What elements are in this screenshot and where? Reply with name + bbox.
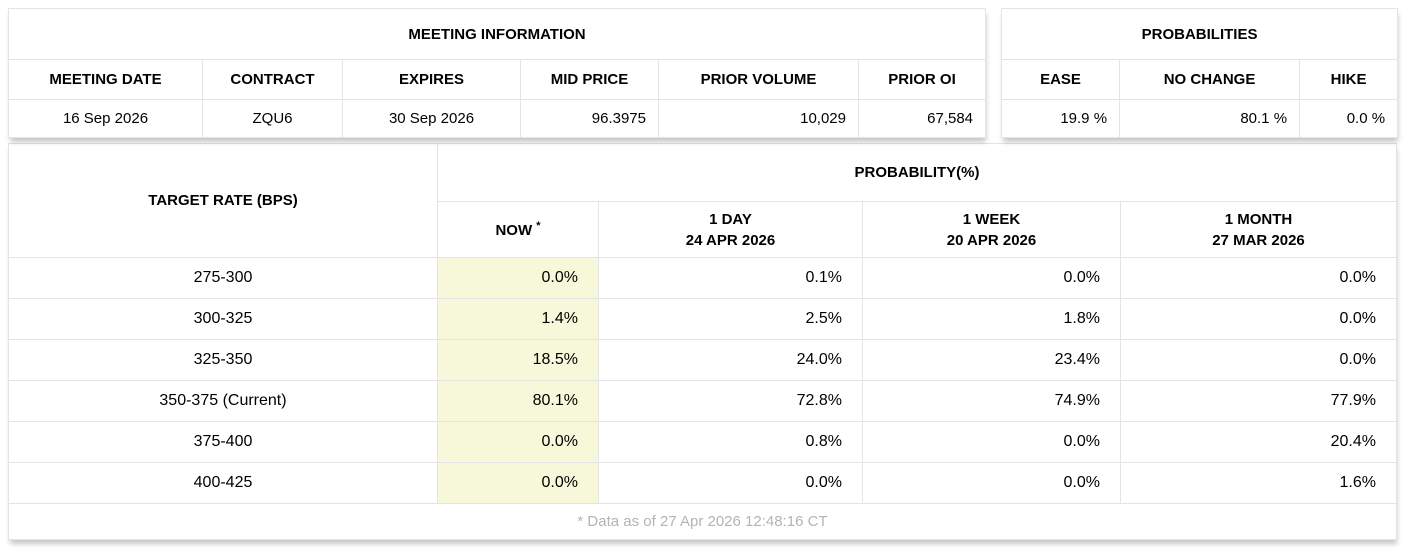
col-contract: CONTRACT	[202, 59, 343, 100]
now-probability: 0.0%	[437, 257, 599, 299]
col-no-change: NO CHANGE	[1119, 59, 1301, 100]
day-probability: 72.8%	[598, 380, 863, 422]
table-row: 300-325 1.4% 2.5% 1.8% 0.0%	[8, 298, 1397, 340]
probability-header: PROBABILITY(%)	[437, 143, 1397, 202]
meeting-information-header-row: MEETING DATE CONTRACT EXPIRES MID PRICE …	[8, 59, 987, 100]
week-probability: 0.0%	[862, 421, 1121, 463]
now-probability: 18.5%	[437, 339, 599, 381]
table-row: 325-350 18.5% 24.0% 23.4% 0.0%	[8, 339, 1397, 381]
day-probability: 0.0%	[598, 462, 863, 504]
month-probability: 0.0%	[1120, 298, 1397, 340]
meeting-information-table: MEETING INFORMATION MEETING DATE CONTRAC…	[7, 8, 987, 138]
target-rate-value: 375-400	[8, 421, 438, 463]
meeting-information-title: MEETING INFORMATION	[7, 8, 987, 60]
target-rate-header: TARGET RATE (BPS)	[8, 143, 438, 258]
month-probability: 0.0%	[1120, 339, 1397, 381]
now-probability: 0.0%	[437, 462, 599, 504]
meeting-date-value: 16 Sep 2026	[8, 99, 203, 138]
col-ease: EASE	[1001, 59, 1121, 100]
col-hike: HIKE	[1299, 59, 1399, 100]
col-mid-price: MID PRICE	[520, 59, 659, 100]
now-probability: 1.4%	[437, 298, 599, 340]
probabilities-header-row: EASE NO CHANGE HIKE	[1001, 59, 1399, 100]
day-probability: 2.5%	[598, 298, 863, 340]
day-probability: 0.1%	[598, 257, 863, 299]
now-footnote-marker: *	[536, 219, 541, 232]
month-probability: 20.4%	[1120, 421, 1397, 463]
col-prior-oi: PRIOR OI	[857, 59, 987, 100]
contract-value: ZQU6	[202, 99, 343, 138]
week-probability: 1.8%	[862, 298, 1121, 340]
target-rate-value: 300-325	[8, 298, 438, 340]
target-rate-value: 325-350	[8, 339, 438, 381]
month-probability: 1.6%	[1120, 462, 1397, 504]
col-1-month: 1 MONTH 27 MAR 2026	[1120, 201, 1397, 258]
probability-sub-header-row: NOW * 1 DAY 24 APR 2026 1 WEEK 20 APR 20…	[9, 201, 1397, 258]
col-1-week: 1 WEEK 20 APR 2026	[862, 201, 1121, 258]
week-probability: 23.4%	[862, 339, 1121, 381]
week-probability: 0.0%	[862, 462, 1121, 504]
probabilities-title: PROBABILITIES	[1001, 8, 1399, 60]
period-label: 1 DAY	[709, 210, 752, 228]
now-probability: 80.1%	[437, 380, 599, 422]
col-now: NOW *	[437, 201, 599, 258]
month-probability: 77.9%	[1120, 380, 1397, 422]
top-tables-row: MEETING INFORMATION MEETING DATE CONTRAC…	[7, 8, 1399, 138]
period-date: 24 APR 2026	[685, 231, 776, 249]
probabilities-table: PROBABILITIES EASE NO CHANGE HIKE 19.9 %…	[1001, 8, 1399, 138]
period-label: 1 WEEK	[962, 210, 1021, 228]
no-change-value: 80.1 %	[1119, 99, 1301, 138]
table-row: 375-400 0.0% 0.8% 0.0% 20.4%	[8, 421, 1397, 463]
week-probability: 0.0%	[862, 257, 1121, 299]
probability-group-header-row: TARGET RATE (BPS) PROBABILITY(%)	[8, 143, 1397, 258]
meeting-information-data-row: 16 Sep 2026 ZQU6 30 Sep 2026 96.3975 10,…	[8, 99, 987, 138]
day-probability: 24.0%	[598, 339, 863, 381]
period-date: 20 APR 2026	[946, 231, 1037, 249]
target-rate-probability-table: TARGET RATE (BPS) PROBABILITY(%) NOW * 1…	[8, 143, 1397, 540]
table-row: 400-425 0.0% 0.0% 0.0% 1.6%	[8, 462, 1397, 504]
table-row: 350-375 (Current) 80.1% 72.8% 74.9% 77.9…	[8, 380, 1397, 422]
period-date: 27 MAR 2026	[1212, 231, 1305, 249]
footnote-row: * Data as of 27 Apr 2026 12:48:16 CT	[8, 503, 1397, 540]
col-expires: EXPIRES	[342, 59, 521, 100]
week-probability: 74.9%	[862, 380, 1121, 422]
col-meeting-date: MEETING DATE	[8, 59, 203, 100]
expires-value: 30 Sep 2026	[342, 99, 521, 138]
table-row: 275-300 0.0% 0.1% 0.0% 0.0%	[8, 257, 1397, 299]
data-as-of-footnote: * Data as of 27 Apr 2026 12:48:16 CT	[8, 503, 1397, 540]
probabilities-data-row: 19.9 % 80.1 % 0.0 %	[1001, 99, 1399, 138]
ease-value: 19.9 %	[1001, 99, 1121, 138]
target-rate-value: 350-375 (Current)	[8, 380, 438, 422]
day-probability: 0.8%	[598, 421, 863, 463]
col-1-day: 1 DAY 24 APR 2026	[598, 201, 863, 258]
mid-price-value: 96.3975	[520, 99, 659, 138]
hike-value: 0.0 %	[1299, 99, 1399, 138]
month-probability: 0.0%	[1120, 257, 1397, 299]
period-label: 1 MONTH	[1224, 210, 1293, 228]
target-rate-value: 400-425	[8, 462, 438, 504]
prior-volume-value: 10,029	[658, 99, 859, 138]
prior-oi-value: 67,584	[857, 99, 987, 138]
col-prior-volume: PRIOR VOLUME	[658, 59, 859, 100]
now-label: NOW	[495, 221, 533, 239]
target-rate-value: 275-300	[8, 257, 438, 299]
now-probability: 0.0%	[437, 421, 599, 463]
